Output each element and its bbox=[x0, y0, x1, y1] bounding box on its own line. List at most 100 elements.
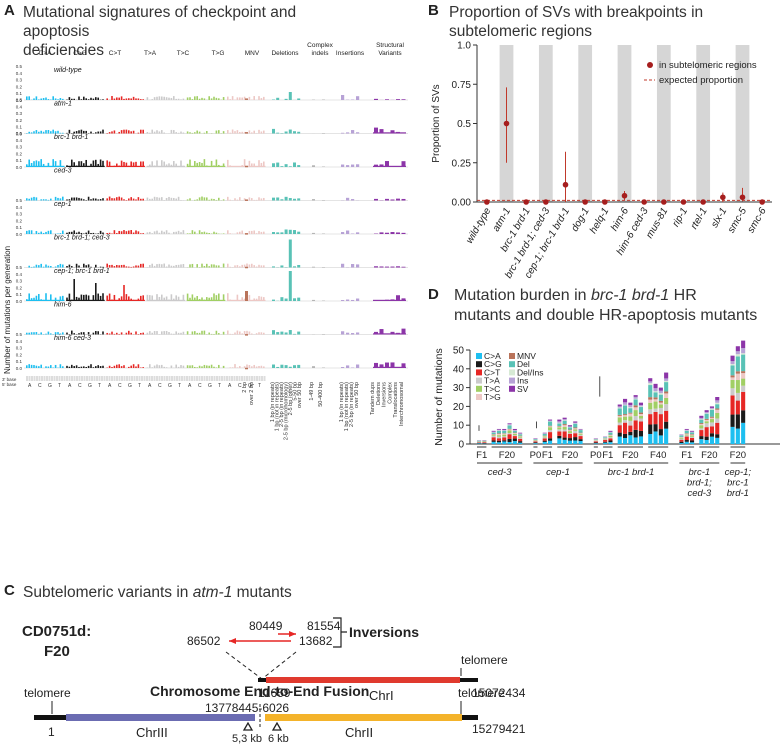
signature-bar bbox=[85, 130, 87, 134]
signature-bar bbox=[59, 263, 62, 268]
deletion-bar bbox=[272, 266, 275, 268]
signature-baseline-band bbox=[186, 165, 226, 167]
signature-bar bbox=[170, 265, 173, 268]
signature-bar bbox=[163, 96, 165, 100]
signature-bar bbox=[151, 198, 153, 201]
signature-bar bbox=[102, 129, 104, 134]
signature-bar bbox=[177, 296, 180, 301]
signature-bar bbox=[113, 365, 116, 368]
signature-bar bbox=[80, 99, 83, 100]
stacked-segment bbox=[512, 435, 517, 437]
stacked-segment bbox=[562, 439, 567, 444]
stacked-segment bbox=[578, 434, 583, 437]
signature-bar bbox=[45, 231, 47, 234]
stacked-segment bbox=[679, 443, 684, 444]
signature-bar bbox=[68, 366, 71, 368]
signature-bar bbox=[170, 97, 173, 100]
signature-bar bbox=[149, 198, 151, 201]
sv-bar bbox=[374, 266, 378, 268]
deletion-bar bbox=[293, 230, 296, 234]
signature-bar bbox=[57, 130, 59, 134]
signature-bar bbox=[161, 130, 163, 134]
stacked-segment bbox=[573, 428, 578, 430]
signature-bar bbox=[146, 294, 149, 301]
insertion-bar bbox=[351, 199, 355, 201]
tick-label: 0.1 bbox=[16, 125, 23, 130]
signature-bar bbox=[83, 366, 85, 368]
panel-c-letter: C bbox=[4, 582, 15, 599]
stacked-segment bbox=[533, 442, 538, 444]
signature-bar bbox=[26, 230, 28, 234]
stacked-segment bbox=[741, 410, 746, 423]
signature-bar bbox=[59, 198, 62, 201]
signature-bar bbox=[201, 162, 203, 167]
signature-bar bbox=[196, 96, 198, 100]
signature-bar bbox=[50, 333, 52, 335]
insertion-label: 1 bp (in repeats) bbox=[339, 382, 345, 422]
signature-bar bbox=[80, 332, 83, 335]
signature-bar bbox=[173, 265, 175, 268]
context-cell bbox=[193, 376, 196, 381]
stacked-segment bbox=[507, 433, 512, 435]
stacked-segment bbox=[735, 428, 740, 444]
stacked-segment bbox=[653, 391, 658, 393]
stacked-segment bbox=[617, 415, 622, 418]
signature-bar bbox=[50, 131, 52, 134]
insertion-bar bbox=[341, 232, 345, 234]
stacked-segment bbox=[608, 435, 613, 438]
signature-bar bbox=[85, 265, 87, 268]
signature-bar bbox=[229, 367, 231, 368]
signature-bar bbox=[186, 97, 189, 100]
signature-bar bbox=[116, 332, 118, 335]
signature-bar bbox=[196, 130, 198, 134]
sv-bar bbox=[396, 295, 400, 301]
signature-bar bbox=[108, 293, 111, 301]
signature-bar bbox=[227, 130, 229, 134]
context-cell bbox=[121, 376, 123, 381]
deletion-bar bbox=[297, 198, 301, 201]
data-point bbox=[582, 199, 588, 205]
signature-bar bbox=[227, 159, 229, 167]
signature-bar bbox=[260, 198, 263, 201]
deletion-bar bbox=[284, 365, 288, 368]
signature-bar bbox=[239, 131, 241, 134]
signature-bar bbox=[54, 297, 57, 301]
signature-bar bbox=[120, 332, 123, 335]
signature-bar bbox=[213, 333, 215, 335]
signature-bar bbox=[263, 332, 265, 335]
stacked-segment bbox=[633, 398, 638, 400]
stacked-segment bbox=[617, 414, 622, 416]
signature-bar bbox=[241, 297, 243, 301]
stacked-segment bbox=[653, 431, 658, 444]
signature-bar bbox=[243, 159, 246, 167]
d-y-tick-label: 50 bbox=[453, 346, 465, 357]
stacked-segment bbox=[699, 423, 704, 426]
d-y-tick-label: 40 bbox=[453, 364, 465, 375]
tick-label: 0.1 bbox=[16, 91, 23, 96]
insertion-bar bbox=[341, 263, 345, 268]
stacked-segment bbox=[578, 439, 583, 442]
stacked-segment bbox=[557, 421, 562, 423]
generation-label: F1 bbox=[602, 450, 613, 461]
sv-bar bbox=[379, 266, 384, 268]
generation-label: F1 bbox=[542, 450, 553, 461]
signature-bar bbox=[97, 233, 99, 234]
signature-bar bbox=[201, 196, 203, 201]
stacked-segment bbox=[512, 438, 517, 442]
tick-label: 0.0 bbox=[16, 232, 23, 237]
signature-bar bbox=[215, 330, 218, 335]
signature-bar bbox=[33, 266, 35, 268]
stacked-segment bbox=[715, 422, 720, 435]
stacked-segment bbox=[704, 413, 709, 419]
deletion-bar bbox=[297, 131, 301, 134]
stacked-segment bbox=[573, 422, 578, 424]
b-y-tick-label: 0.5 bbox=[457, 119, 471, 130]
signature-bar bbox=[191, 99, 194, 100]
sv-bar bbox=[401, 99, 406, 100]
stacked-segment bbox=[533, 441, 538, 443]
signature-bar bbox=[54, 131, 57, 134]
signature-bar bbox=[111, 96, 113, 100]
signature-bar bbox=[130, 266, 132, 268]
stacked-segment bbox=[664, 382, 669, 392]
deletion-bar bbox=[272, 163, 275, 167]
